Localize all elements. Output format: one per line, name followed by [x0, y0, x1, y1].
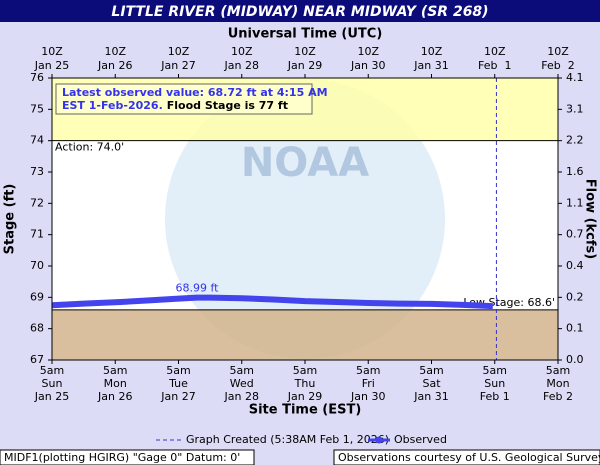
y2-tick-label: 0.2: [566, 290, 584, 303]
x-tick-label: Tue: [168, 377, 188, 390]
y-tick-label: 71: [30, 228, 44, 241]
x2-tick-label: Jan 27: [160, 59, 195, 72]
x2-tick-label: Jan 28: [224, 59, 259, 72]
y2-tick-label: 4.1: [566, 71, 584, 84]
footer-box: [333, 449, 600, 465]
y-tick-label: 70: [30, 259, 44, 272]
x-tick-label: Mon: [104, 377, 127, 390]
y2-tick-label: 1.6: [566, 165, 584, 178]
y2-tick-label: 0.7: [566, 228, 584, 241]
y2-tick-label: 0.0: [566, 353, 584, 366]
y-tick-label: 73: [30, 165, 44, 178]
y2-tick-label: 0.4: [566, 259, 584, 272]
legend-label: Graph Created (5:38AM Feb 1, 2026): [186, 433, 389, 446]
x-tick-label: Wed: [230, 377, 254, 390]
title-bar: [0, 0, 600, 22]
info-line: Latest observed value: 68.72 ft at 4:15 …: [62, 86, 328, 99]
y2-tick-label: 3.1: [566, 102, 584, 115]
chart-title: LITTLE RIVER (MIDWAY) NEAR MIDWAY (SR 26…: [111, 4, 488, 20]
x-tick-label: 5am: [483, 364, 507, 377]
x-tick-label: Jan 25: [34, 390, 69, 403]
x-tick-label: 5am: [40, 364, 64, 377]
watermark: NOAA: [241, 140, 369, 186]
threshold-band: [52, 309, 558, 360]
x2-tick-label: Feb 2: [541, 59, 574, 72]
x-tick-label: Sun: [42, 377, 63, 390]
legend-dot: [375, 436, 383, 444]
y2-tick-label: 2.2: [566, 134, 584, 147]
x-tick-label: Sat: [422, 377, 441, 390]
x-tick-label: Jan 29: [287, 390, 322, 403]
x-tick-label: Thu: [294, 377, 316, 390]
y-tick-label: 67: [30, 353, 44, 366]
y-tick-label: 72: [30, 196, 44, 209]
x-tick-label: Jan 28: [224, 390, 259, 403]
x-tick-label: 5am: [230, 364, 254, 377]
y-tick-label: 68: [30, 322, 44, 335]
watermark-disc: [165, 79, 445, 359]
x2-tick-label: 10Z: [421, 45, 443, 58]
value-label: 68.99 ft: [175, 282, 219, 295]
x2-tick-label: 10Z: [231, 45, 253, 58]
y-axis-title: Stage (ft): [3, 184, 18, 255]
x-tick-label: 5am: [293, 364, 317, 377]
plot-frame: [51, 77, 559, 361]
x2-tick-label: 10Z: [547, 45, 569, 58]
legend-label: Observed: [394, 433, 447, 446]
footer-box: [0, 449, 255, 465]
y2-axis-title: Flow (kcfs): [583, 179, 598, 259]
x2-axis-title: Universal Time (UTC): [228, 27, 383, 42]
info-line: EST 1-Feb-2026. Flood Stage is 77 ft: [62, 99, 288, 112]
x-tick-label: Mon: [546, 377, 569, 390]
x2-tick-label: 10Z: [294, 45, 316, 58]
x2-tick-label: Jan 31: [413, 59, 448, 72]
x-tick-label: Jan 31: [413, 390, 448, 403]
x2-tick-label: Jan 29: [287, 59, 322, 72]
x2-tick-label: Jan 25: [34, 59, 69, 72]
footer-right: Observations courtesy of U.S. Geological…: [338, 451, 600, 464]
x-tick-label: 5am: [419, 364, 443, 377]
x-tick-label: Feb 2: [543, 390, 573, 403]
footer-left: MIDF1(plotting HGIRG) "Gage 0" Datum: 0': [4, 451, 240, 464]
y2-tick-label: 1.1: [566, 196, 584, 209]
x-tick-label: Sun: [484, 377, 505, 390]
info-text: Flood Stage is 77 ft: [167, 99, 288, 112]
x2-tick-label: 10Z: [484, 45, 506, 58]
threshold-label: Action: 74.0': [55, 141, 124, 154]
x2-tick-label: Jan 26: [97, 59, 132, 72]
y-tick-label: 75: [30, 102, 44, 115]
y2-tick-label: 0.1: [566, 322, 584, 335]
x-tick-label: Jan 26: [97, 390, 132, 403]
x-axis-title: Site Time (EST): [249, 403, 362, 418]
y-tick-label: 74: [30, 134, 44, 147]
y-tick-label: 76: [30, 71, 44, 84]
x2-tick-label: 10Z: [357, 45, 379, 58]
x-tick-label: 5am: [546, 364, 570, 377]
x-tick-label: Fri: [362, 377, 375, 390]
x2-tick-label: Feb 1: [478, 59, 511, 72]
x2-tick-label: 10Z: [168, 45, 190, 58]
x-tick-label: Feb 1: [480, 390, 510, 403]
x2-tick-label: 10Z: [41, 45, 63, 58]
x-tick-label: 5am: [103, 364, 127, 377]
series-line: [51, 294, 493, 310]
x-tick-label: Jan 27: [160, 390, 195, 403]
x2-tick-label: Jan 30: [350, 59, 385, 72]
x-tick-label: Jan 30: [350, 390, 385, 403]
info-box: [55, 83, 313, 115]
x-tick-label: 5am: [356, 364, 380, 377]
x2-tick-label: 10Z: [104, 45, 126, 58]
x-tick-label: 5am: [166, 364, 190, 377]
info-text: EST 1-Feb-2026.: [62, 99, 163, 112]
y-tick-label: 69: [30, 290, 44, 303]
